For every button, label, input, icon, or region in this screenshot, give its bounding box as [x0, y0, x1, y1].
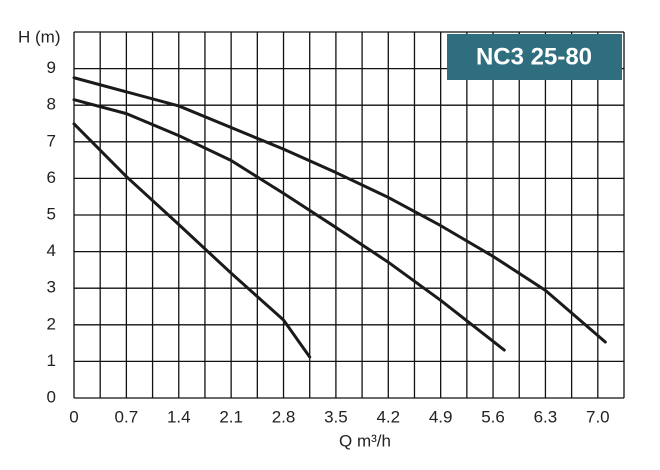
y-tick-label: 9 [47, 58, 56, 77]
x-tick-label: 7.0 [586, 407, 610, 426]
y-tick-label: 8 [47, 95, 56, 114]
x-tick-label: 6.3 [534, 407, 558, 426]
y-axis-label: H (m) [18, 27, 60, 46]
title-box [447, 34, 622, 80]
y-tick-label: 3 [47, 278, 56, 297]
curve [72, 122, 312, 359]
x-tick-label: 2.1 [219, 407, 243, 426]
x-tick-label: 2.8 [272, 407, 296, 426]
x-tick-label: 4.9 [429, 407, 453, 426]
x-tick-label: 1.4 [167, 407, 191, 426]
y-tick-label: 7 [47, 131, 56, 150]
x-tick-label: 3.5 [324, 407, 348, 426]
x-tick-label: 5.6 [481, 407, 505, 426]
chart-title: NC3 25-80 [476, 43, 592, 70]
y-tick-label: 1 [47, 351, 56, 370]
y-tick-label: 0 [47, 387, 56, 406]
y-tick-label: 2 [47, 314, 56, 333]
x-tick-label: 0 [69, 407, 78, 426]
y-tick-label: 6 [47, 168, 56, 187]
x-axis-label: Q m³/h [339, 431, 391, 450]
x-tick-label: 0.7 [115, 407, 139, 426]
y-tick-label: 5 [47, 204, 56, 223]
curve [72, 98, 506, 352]
curve [72, 76, 607, 344]
y-tick-label: 4 [47, 241, 56, 260]
x-tick-label: 4.2 [376, 407, 400, 426]
